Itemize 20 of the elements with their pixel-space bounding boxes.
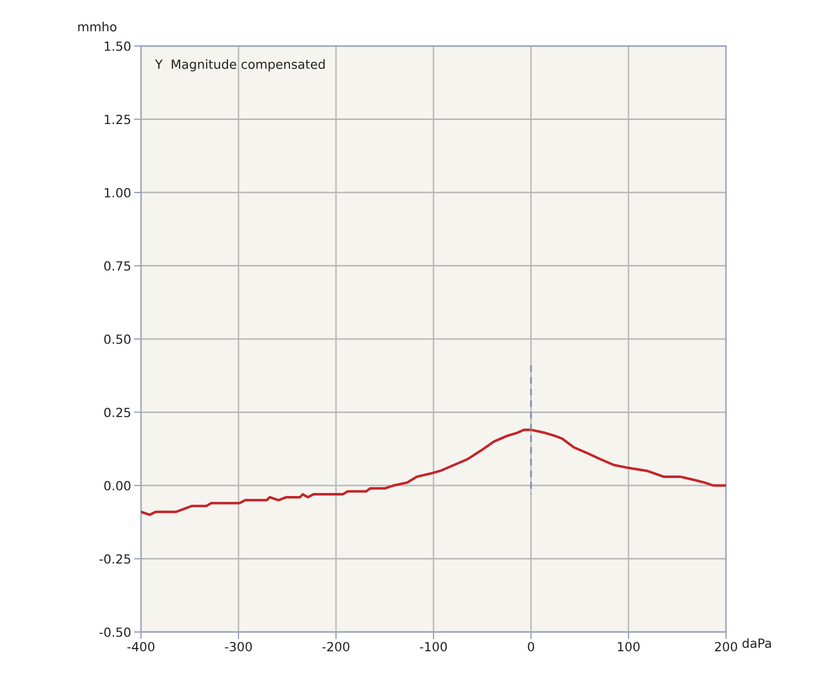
x-axis-title: daPa (742, 638, 771, 648)
y-tick-label: 1.50 (104, 41, 130, 51)
x-tick-label: 100 (618, 642, 640, 652)
x-tick-label: -300 (224, 642, 252, 652)
y-tick-label: 0.75 (104, 261, 130, 271)
y-tick-label: 0.00 (104, 480, 130, 490)
y-axis-title: mmho (78, 22, 116, 32)
x-tick-label: 200 (714, 642, 738, 652)
line-series (141, 428, 726, 516)
y-tick-label: -0.25 (100, 554, 130, 564)
x-tick-label: -400 (127, 642, 154, 652)
x-tick-label: -100 (420, 642, 447, 652)
y-tick-label: 0.25 (104, 408, 130, 418)
text: Y Magnitude compensated (155, 59, 325, 72)
y-tick-label: -0.50 (100, 627, 130, 637)
y-tick-label: 1.00 (104, 188, 130, 198)
x-tick-label: 0 (528, 642, 534, 652)
y-tick-label: 0.50 (104, 334, 130, 344)
x-tick-label: -200 (322, 642, 350, 652)
y-tick-label: 1.25 (104, 114, 130, 124)
